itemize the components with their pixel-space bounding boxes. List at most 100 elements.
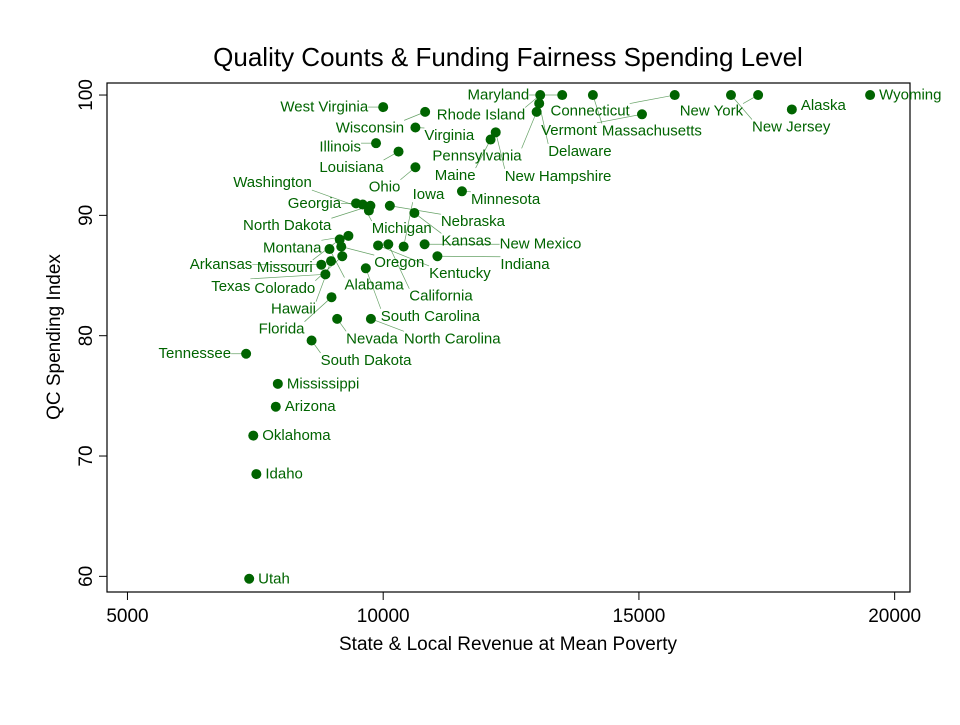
- label-leader-line: [437, 255, 501, 258]
- data-point: [384, 200, 395, 211]
- data-point-label: Arizona: [285, 398, 337, 415]
- data-point-label: South Carolina: [381, 308, 481, 325]
- data-point-label: Iowa: [413, 186, 445, 203]
- data-point: [251, 469, 262, 480]
- y-tick-label: 80: [76, 325, 97, 346]
- data-point: [316, 259, 327, 270]
- data-point: [383, 239, 394, 250]
- y-axis: 60 70 80 90 100: [76, 79, 107, 587]
- data-point: [398, 241, 409, 252]
- data-point: [410, 162, 421, 173]
- data-point-label: Colorado: [254, 280, 315, 297]
- data-point-label: Washington: [233, 174, 312, 191]
- data-point-label: New Hampshire: [505, 168, 612, 185]
- data-point-label: Oklahoma: [262, 427, 331, 444]
- y-tick-label: 70: [76, 445, 97, 466]
- data-point-label: New York: [680, 103, 744, 120]
- data-point-label: Virginia: [424, 127, 474, 144]
- data-point-label: Alabama: [344, 277, 404, 294]
- data-point-label: Connecticut: [551, 103, 631, 120]
- data-point: [373, 240, 384, 251]
- data-point-label: Rhode Island: [437, 107, 525, 124]
- data-point: [393, 146, 404, 157]
- label-leader-line: [341, 246, 375, 256]
- data-point-label: Ohio: [369, 179, 401, 196]
- data-point-label: Nevada: [346, 330, 398, 347]
- plot-frame: [106, 82, 911, 593]
- data-point: [326, 292, 337, 303]
- data-point-label: Massachusetts: [602, 123, 702, 140]
- label-leader-line: [315, 256, 343, 282]
- x-tick-label: 5000: [106, 606, 148, 627]
- x-axis-label: State & Local Revenue at Mean Poverty: [339, 634, 677, 655]
- data-point-label: Mississippi: [287, 375, 360, 392]
- data-point: [324, 244, 335, 255]
- data-point: [786, 104, 797, 115]
- data-point: [587, 90, 598, 101]
- data-point-label: South Dakota: [321, 352, 413, 369]
- data-point-label: Florida: [259, 321, 306, 338]
- data-point: [419, 239, 430, 250]
- data-points: [241, 90, 876, 584]
- label-leader-line: [730, 94, 753, 120]
- data-point-label: New Mexico: [500, 236, 582, 253]
- data-point: [432, 251, 443, 262]
- data-point: [865, 90, 876, 101]
- label-leader-line: [596, 113, 643, 124]
- data-point: [378, 102, 389, 113]
- data-point: [363, 205, 374, 216]
- data-point-label: Nebraska: [441, 213, 506, 230]
- data-point: [725, 90, 736, 101]
- data-point: [557, 90, 568, 101]
- data-point-label: Vermont: [541, 122, 598, 139]
- data-point-label: Wyoming: [879, 87, 941, 104]
- data-point: [531, 106, 542, 117]
- data-point: [636, 109, 647, 120]
- data-point: [343, 230, 354, 241]
- y-tick-label: 60: [76, 566, 97, 587]
- data-point: [337, 251, 348, 262]
- data-point-label: Georgia: [288, 195, 342, 212]
- data-point: [371, 138, 382, 149]
- data-point: [357, 199, 368, 210]
- data-point-label: Hawaii: [271, 301, 316, 318]
- data-point-label: Oregon: [374, 254, 424, 271]
- data-point: [244, 573, 255, 584]
- x-tick-label: 10000: [357, 606, 410, 627]
- label-leader-line: [315, 260, 332, 302]
- data-point: [272, 378, 283, 389]
- data-point-label: Montana: [263, 239, 322, 256]
- data-point-label: Indiana: [500, 256, 550, 273]
- data-point: [490, 127, 501, 138]
- data-point-label: Wisconsin: [336, 119, 404, 136]
- data-point: [332, 313, 343, 324]
- data-point-label: Kentucky: [429, 265, 491, 282]
- data-point: [336, 241, 347, 252]
- data-point-label: Illinois: [319, 139, 361, 156]
- data-point-label: Kansas: [441, 232, 491, 249]
- label-leader-line: [629, 94, 675, 104]
- data-point: [306, 335, 317, 346]
- data-point: [241, 348, 252, 359]
- chart-title: Quality Counts & Funding Fairness Spendi…: [213, 42, 803, 72]
- data-point: [409, 207, 420, 218]
- data-point: [365, 313, 376, 324]
- data-point-label: Missouri: [257, 259, 313, 276]
- label-leader-line: [495, 132, 506, 169]
- label-leader-line: [250, 273, 326, 280]
- data-point-label: Tennessee: [159, 345, 232, 362]
- data-point-label: Idaho: [265, 466, 303, 483]
- data-point: [360, 263, 371, 274]
- y-tick-label: 100: [76, 79, 97, 111]
- data-point-labels: Wyoming New York New Jersey Connecticut Mass…: [159, 87, 942, 588]
- label-leader-line: [329, 248, 345, 278]
- data-point-label: Michigan: [372, 220, 432, 237]
- data-point-label: Utah: [258, 570, 290, 587]
- data-point-label: Minnesota: [471, 191, 541, 208]
- label-leader-line: [387, 244, 410, 289]
- x-tick-label: 20000: [868, 606, 921, 627]
- data-point: [534, 98, 545, 109]
- data-point-label: West Virginia: [280, 99, 368, 116]
- data-point: [320, 269, 331, 280]
